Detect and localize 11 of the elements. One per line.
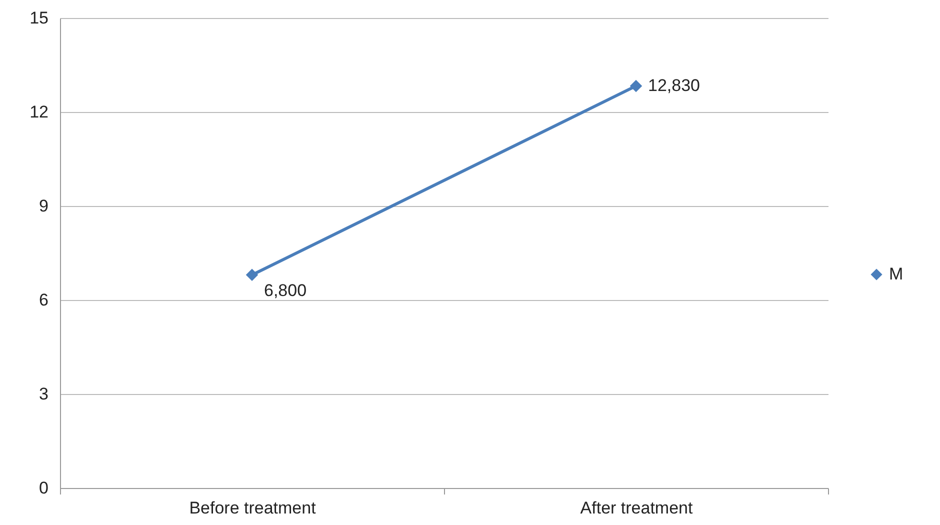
x-tick-label: After treatment bbox=[580, 498, 693, 518]
y-tick-label: 9 bbox=[39, 196, 48, 216]
y-tick-label: 3 bbox=[39, 384, 48, 404]
annotation: 6,800 bbox=[264, 280, 307, 300]
legend-label: M bbox=[889, 264, 904, 284]
y-tick-label: 6 bbox=[39, 290, 48, 310]
y-tick-label: 12 bbox=[30, 102, 48, 122]
y-tick-label: 15 bbox=[30, 8, 48, 28]
annotation: 12,830 bbox=[648, 76, 700, 95]
x-tick-label: Before treatment bbox=[189, 498, 316, 518]
y-tick-label: 0 bbox=[39, 478, 48, 498]
